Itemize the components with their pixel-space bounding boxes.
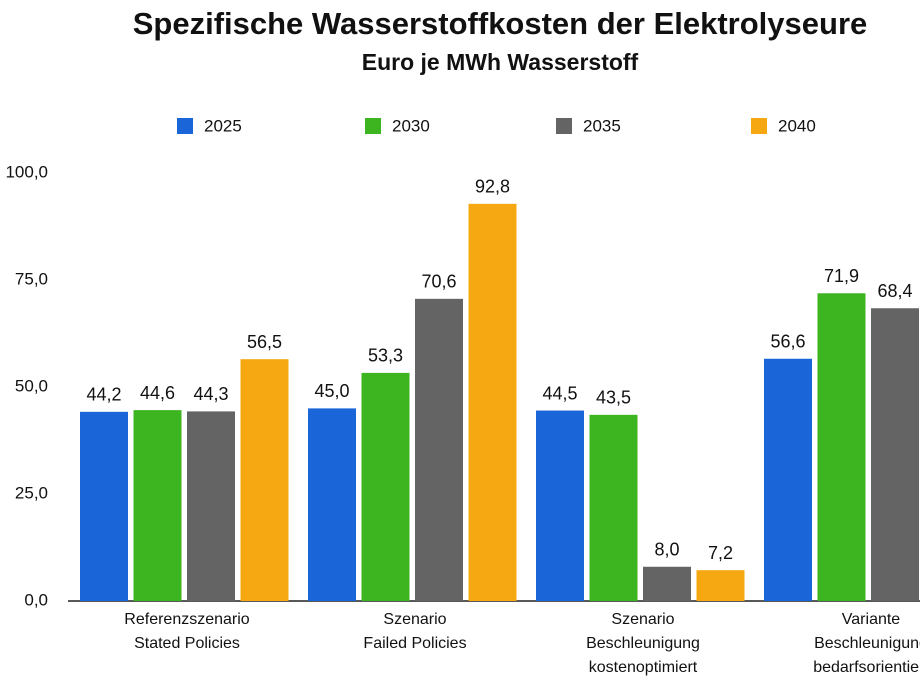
legend-label: 2035	[583, 116, 621, 135]
legend-label: 2025	[204, 116, 242, 135]
value-label: 71,9	[824, 266, 859, 286]
chart-title: Spezifische Wasserstoffkosten der Elektr…	[133, 6, 868, 41]
y-tick-label: 0,0	[24, 590, 48, 609]
y-tick-label: 50,0	[15, 376, 48, 395]
y-tick-label: 100,0	[5, 162, 48, 181]
bar	[696, 570, 745, 601]
value-label: 70,6	[421, 272, 456, 292]
value-label: 53,3	[368, 346, 403, 366]
legend-swatch	[556, 118, 572, 134]
x-tick-label-box: Referenzszenario Stated Policies	[124, 611, 250, 652]
bar	[80, 411, 128, 601]
value-label: 56,5	[247, 332, 282, 352]
value-label: 44,5	[542, 383, 577, 403]
y-tick-label: 75,0	[15, 269, 48, 288]
bar	[468, 203, 517, 602]
legend-swatch	[365, 118, 381, 134]
value-label: 43,5	[596, 388, 631, 408]
legend-label: 2030	[392, 116, 430, 135]
bar	[643, 566, 691, 601]
bar	[308, 408, 356, 601]
value-label: 7,2	[708, 543, 733, 563]
bar	[240, 359, 289, 601]
value-label: 92,8	[475, 177, 510, 197]
value-label: 44,2	[86, 385, 121, 405]
value-label: 45,0	[314, 381, 349, 401]
bar	[817, 293, 866, 601]
legend-swatch	[751, 118, 767, 134]
x-tick-label: Referenzszenario Stated Policies	[124, 611, 250, 652]
value-label: 56,6	[770, 332, 805, 352]
bar	[133, 410, 182, 601]
x-tick-label: Szenario Beschleunigung kostenoptimiert	[586, 611, 700, 676]
x-tick-label-box: Szenario Beschleunigung kostenoptimiert	[586, 611, 700, 676]
x-tick-label-box: Szenario Failed Policies	[363, 611, 467, 652]
value-label: 44,3	[193, 384, 228, 404]
bar	[361, 372, 410, 601]
x-tick-label-box: Variante Beschleunigung bedarfsorientier…	[813, 611, 920, 676]
x-tick-label: Variante Beschleunigung bedarfsorientier…	[813, 611, 920, 676]
value-label: 8,0	[654, 540, 679, 560]
value-label: 68,4	[877, 281, 912, 301]
legend-swatch	[177, 118, 193, 134]
bar	[589, 414, 638, 601]
value-label: 44,6	[140, 383, 175, 403]
y-tick-label: 25,0	[15, 483, 48, 502]
bar	[536, 410, 584, 601]
x-tick-label: Szenario Failed Policies	[363, 611, 467, 652]
bar	[871, 308, 919, 601]
legend-label: 2040	[778, 116, 816, 135]
bar	[764, 358, 812, 601]
bar	[187, 411, 235, 601]
bar	[415, 298, 463, 601]
chart-subtitle: Euro je MWh Wasserstoff	[362, 49, 639, 75]
